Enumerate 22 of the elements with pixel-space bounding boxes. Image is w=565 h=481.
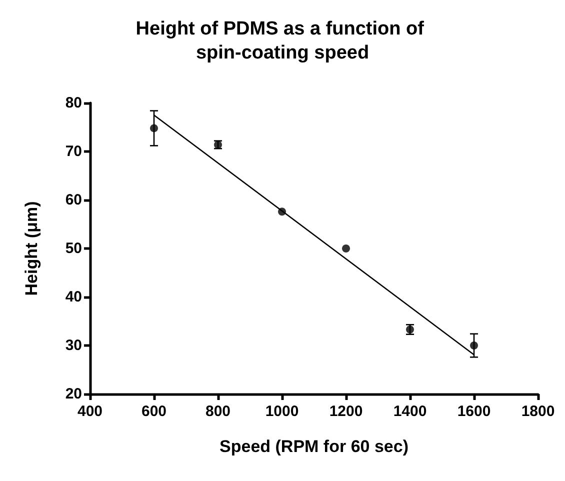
x-tick-label: 1000 bbox=[265, 403, 299, 420]
x-tick-label: 1400 bbox=[393, 403, 427, 420]
chart-title: Height of PDMS as a function of spin-coating speed bbox=[136, 18, 430, 64]
y-axis-title: Height (μm) bbox=[22, 201, 41, 296]
y-tick-label: 20 bbox=[65, 386, 82, 402]
x-tick-label: 1600 bbox=[457, 403, 491, 420]
y-tick-label: 70 bbox=[65, 143, 82, 160]
point bbox=[278, 208, 286, 216]
point bbox=[150, 124, 158, 132]
x-tick-label: 800 bbox=[205, 403, 231, 420]
y-tick-label: 30 bbox=[65, 337, 82, 354]
y-tick-label: 40 bbox=[65, 288, 82, 306]
y-tick-label: 50 bbox=[65, 240, 82, 257]
x-axis-title: Speed (RPM for 60 sec) bbox=[220, 437, 408, 456]
y-tick-label: 80 bbox=[65, 94, 82, 112]
y-tick-label: 60 bbox=[65, 192, 82, 208]
x-tick-label: 1200 bbox=[329, 403, 363, 420]
x-tick-label: 600 bbox=[141, 403, 167, 420]
x-tick-label: 1800 bbox=[521, 403, 555, 420]
x-tick-label: 400 bbox=[77, 403, 103, 420]
point bbox=[342, 244, 350, 252]
point bbox=[470, 342, 478, 350]
